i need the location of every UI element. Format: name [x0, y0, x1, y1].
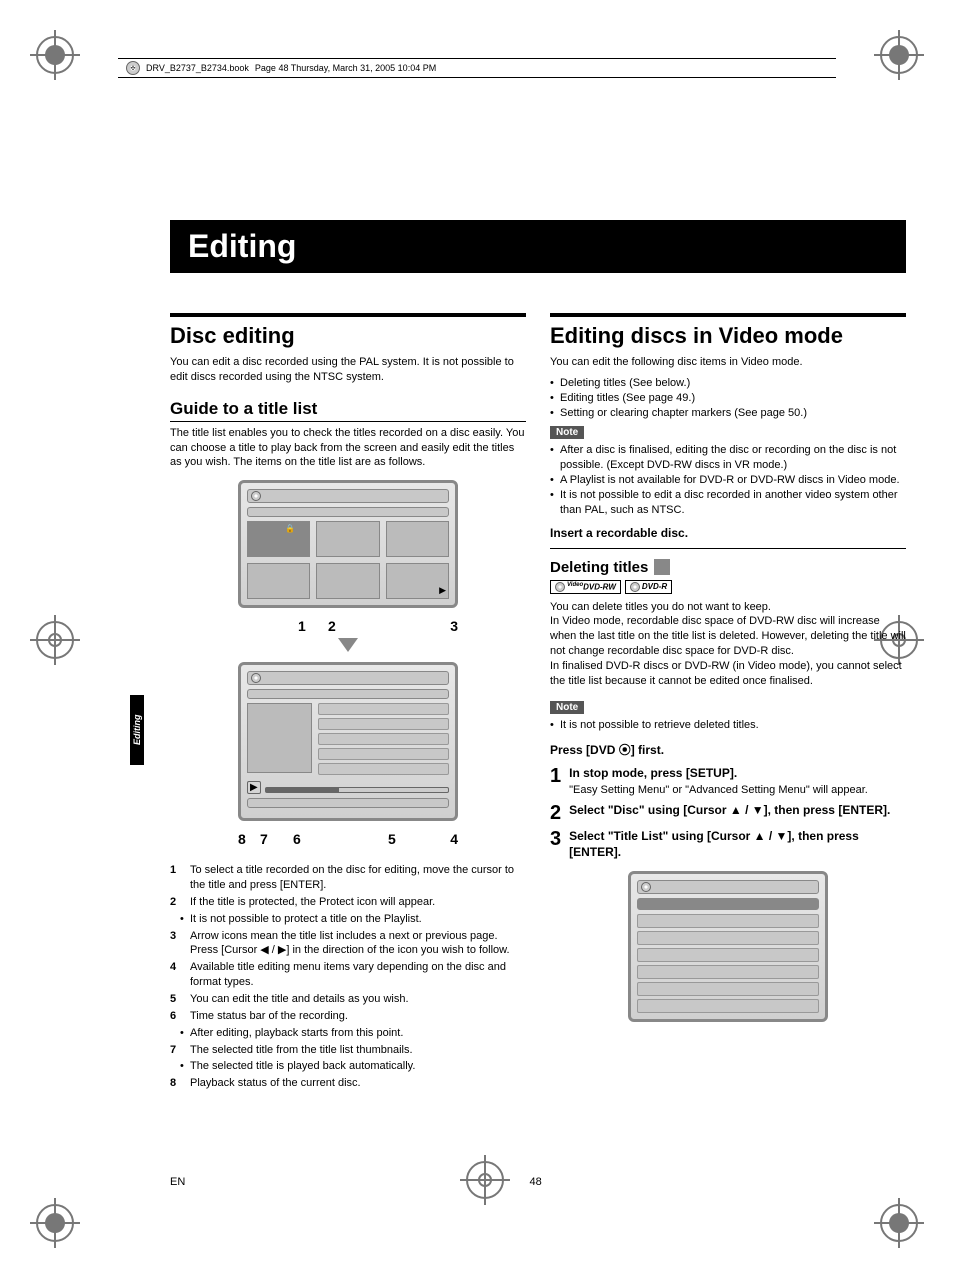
guide-item: 7The selected title from the title list … [170, 1043, 526, 1058]
callout-8: 8 [238, 831, 246, 847]
footer-lang: EN [170, 1176, 185, 1188]
callout-7: 7 [260, 831, 268, 847]
regmark-ml [30, 615, 80, 665]
down-arrow-icon [338, 638, 358, 652]
page-info-bar: ✣ DRV_B2737_B2734.book Page 48 Thursday,… [118, 58, 836, 78]
thumb [316, 563, 379, 599]
guide-numbered-list: 1To select a title recorded on the disc … [170, 863, 526, 1091]
insert-disc-line: Insert a recordable disc. [550, 526, 906, 540]
footer-page-number: 48 [185, 1176, 886, 1188]
guide-item: 8Playback status of the current disc. [170, 1076, 526, 1091]
disc-icon [251, 673, 261, 683]
title-list-thumbnail-view: 🔒 ▶ [238, 480, 458, 608]
guide-item: 1To select a title recorded on the disc … [170, 863, 526, 893]
note2-bullets: It is not possible to retrieve deleted t… [550, 718, 906, 733]
steps-list: 1 In stop mode, press [SETUP]."Easy Setti… [550, 766, 906, 861]
thumb: ▶ [386, 563, 449, 599]
step-number: 3 [550, 829, 561, 860]
step-item: 1 In stop mode, press [SETUP]."Easy Setti… [550, 766, 906, 798]
disc-editing-intro: You can edit a disc recorded using the P… [170, 355, 526, 385]
bullet-item: A Playlist is not available for DVD-R or… [550, 473, 906, 488]
step-number: 2 [550, 803, 561, 823]
preview-pane [247, 703, 312, 773]
guide-item: 6Time status bar of the recording. [170, 1009, 526, 1024]
page-footer: EN 48 [170, 1176, 906, 1188]
guide-subitem: After editing, playback starts from this… [170, 1026, 526, 1041]
left-column: Disc editing You can edit a disc recorde… [170, 313, 526, 1093]
step-item: 2 Select "Disc" using [Cursor ▲ / ▼], the… [550, 803, 906, 823]
callout-6: 6 [293, 831, 301, 847]
step-title: In stop mode, press [SETUP]. [569, 766, 906, 782]
step-item: 3 Select "Title List" using [Cursor ▲ / ▼… [550, 829, 906, 860]
rule [550, 313, 906, 317]
disc-menu-screen [628, 871, 828, 1022]
page-content: Editing Disc editing You can edit a disc… [170, 140, 906, 1093]
right-column: Editing discs in Video mode You can edit… [550, 313, 906, 1093]
thumb [247, 563, 310, 599]
callout-4: 4 [450, 831, 458, 847]
guide-subitem: It is not possible to protect a title on… [170, 912, 526, 927]
step-desc: "Easy Setting Menu" or "Advanced Setting… [569, 783, 906, 797]
rule [170, 313, 526, 317]
note-bullets: After a disc is finalised, editing the d… [550, 443, 906, 517]
step-number: 1 [550, 766, 561, 798]
intro-bullets: Deleting titles (See below.)Editing titl… [550, 376, 906, 421]
bottom-callout-numbers: 8 7 6 5 4 [238, 831, 458, 849]
regmark-tr [874, 30, 924, 80]
title-list-detail-view: ▶ [238, 662, 458, 821]
thumb [316, 521, 379, 557]
bullet-item: Setting or clearing chapter markers (See… [550, 406, 906, 421]
regmark-tl [30, 30, 80, 80]
disc-badges: VideoDVD-RW DVD-R [550, 580, 906, 594]
step-title: Select "Title List" using [Cursor ▲ / ▼]… [569, 829, 906, 860]
guide-item: 4Available title editing menu items vary… [170, 960, 526, 990]
guide-item: 3Arrow icons mean the title list include… [170, 929, 526, 959]
deleting-body: You can delete titles you do not want to… [550, 600, 906, 689]
side-tab: Editing [130, 695, 144, 765]
callout-2: 2 [328, 618, 336, 634]
thumb-selected: 🔒 [247, 521, 310, 557]
bullet-item: After a disc is finalised, editing the d… [550, 443, 906, 473]
regmark-br [874, 1198, 924, 1248]
disc-icon [641, 882, 651, 892]
editing-video-heading: Editing discs in Video mode [550, 323, 906, 349]
disc-editing-heading: Disc editing [170, 323, 526, 349]
bullet-item: Deleting titles (See below.) [550, 376, 906, 391]
deleting-titles-heading: Deleting titles [550, 559, 906, 576]
guide-intro: The title list enables you to check the … [170, 426, 526, 471]
regmark-bl [30, 1198, 80, 1248]
guide-heading: Guide to a title list [170, 399, 526, 422]
disc-icon: ✣ [126, 61, 140, 75]
step-title: Select "Disc" using [Cursor ▲ / ▼], then… [569, 803, 906, 819]
dvd-r-badge: DVD-R [625, 580, 672, 594]
callout-1: 1 [298, 618, 306, 634]
callout-5: 5 [388, 831, 396, 847]
guide-item: 5You can edit the title and details as y… [170, 992, 526, 1007]
disc-icon [251, 491, 261, 501]
menu-options [318, 703, 449, 775]
guide-subitem: The selected title is played back automa… [170, 1059, 526, 1074]
note2-item: It is not possible to retrieve deleted t… [550, 718, 906, 733]
press-dvd-line: Press [DVD ⦿] first. [550, 741, 906, 758]
mode-icon [654, 559, 670, 575]
play-icon: ▶ [247, 781, 261, 794]
thumb [386, 521, 449, 557]
bullet-item: It is not possible to edit a disc record… [550, 488, 906, 518]
dvd-rw-badge: VideoDVD-RW [550, 580, 621, 594]
top-callout-numbers: 1 2 3 [238, 618, 458, 636]
page-info-details: Page 48 Thursday, March 31, 2005 10:04 P… [255, 63, 436, 73]
page-info-file: DRV_B2737_B2734.book [146, 63, 249, 73]
bullet-item: Editing titles (See page 49.) [550, 391, 906, 406]
section-title: Editing [170, 220, 906, 273]
callout-3: 3 [450, 618, 458, 634]
time-bar [265, 787, 449, 793]
note-label: Note [550, 701, 584, 714]
note-label: Note [550, 426, 584, 439]
guide-item: 2If the title is protected, the Protect … [170, 895, 526, 910]
editing-video-intro: You can edit the following disc items in… [550, 355, 906, 370]
deleting-titles-text: Deleting titles [550, 559, 648, 576]
